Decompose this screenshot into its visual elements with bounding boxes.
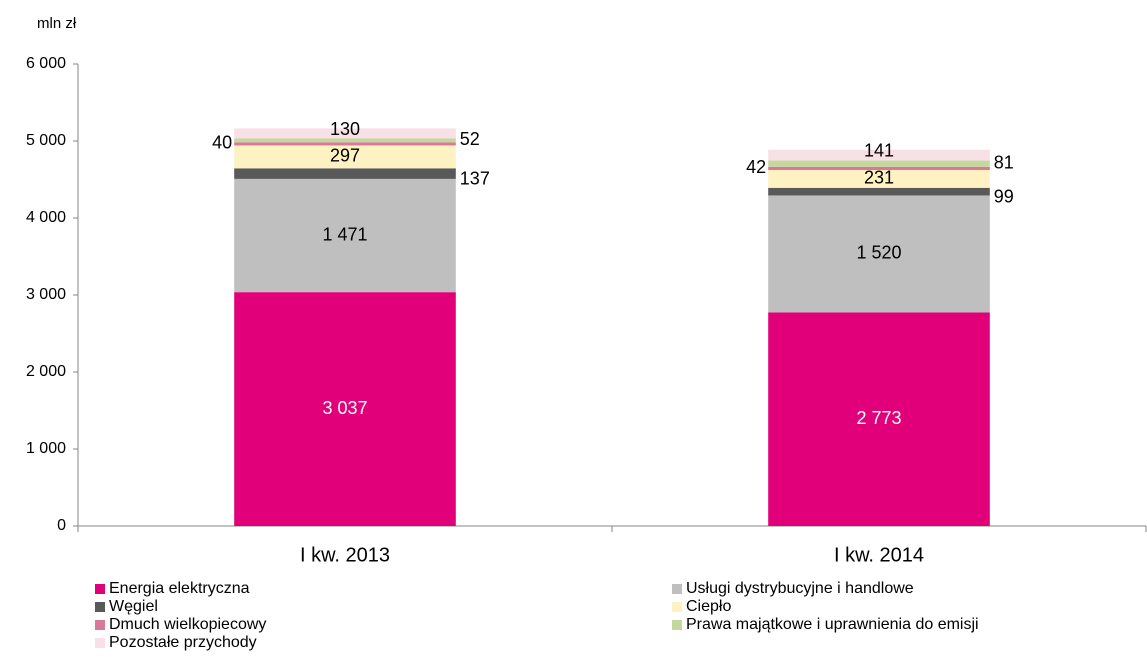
bar-segment xyxy=(768,166,990,171)
data-label: 130 xyxy=(330,119,360,139)
bar-segment xyxy=(768,149,990,161)
legend-label: Usługi dystrybucyjne i handlowe xyxy=(686,580,914,597)
y-tick-label: 2 000 xyxy=(26,363,66,380)
data-label: 42 xyxy=(746,157,766,177)
y-tick-label: 1 000 xyxy=(26,440,66,457)
data-label: 99 xyxy=(994,186,1014,206)
data-label: 1 471 xyxy=(322,224,367,244)
y-tick-label: 0 xyxy=(57,517,66,534)
bar-segment xyxy=(234,142,456,146)
legend-swatch xyxy=(95,638,105,648)
bar-segment xyxy=(234,128,456,139)
legend-swatch xyxy=(672,584,682,594)
legend-label: Węgiel xyxy=(109,598,158,615)
y-tick-label: 4 000 xyxy=(26,209,66,226)
bar-segment xyxy=(768,195,990,313)
bar-segment xyxy=(234,145,456,169)
bar-segment xyxy=(234,178,456,293)
x-tick-label: I kw. 2014 xyxy=(834,544,924,566)
bar-segment xyxy=(234,138,456,143)
legend-swatch xyxy=(95,602,105,612)
data-label: 52 xyxy=(460,129,480,149)
y-tick-label: 3 000 xyxy=(26,286,66,303)
legend-swatch xyxy=(672,620,682,630)
bar-segment xyxy=(768,187,990,196)
legend-swatch xyxy=(672,602,682,612)
data-label: 1 520 xyxy=(856,243,901,263)
legend-swatch xyxy=(95,584,105,594)
data-label: 297 xyxy=(330,146,360,166)
data-label: 137 xyxy=(460,168,490,188)
bar-segment xyxy=(768,170,990,188)
data-label: 2 773 xyxy=(856,408,901,428)
bar-segment xyxy=(768,312,990,526)
y-axis-label: mln zł xyxy=(37,15,77,32)
data-label: 3 037 xyxy=(322,398,367,418)
bar-segment xyxy=(234,292,456,526)
legend-swatch xyxy=(95,620,105,630)
legend-label: Ciepło xyxy=(686,598,731,615)
data-label: 141 xyxy=(864,140,894,160)
legend-label: Prawa majątkowe i uprawnienia do emisji xyxy=(686,616,979,633)
legend-label: Dmuch wielkopiecowy xyxy=(109,616,266,633)
y-tick-label: 5 000 xyxy=(26,132,66,149)
legend-label: Energia elektryczna xyxy=(109,580,250,597)
bar-segment xyxy=(234,168,456,179)
data-label: 40 xyxy=(212,133,232,153)
data-label: 81 xyxy=(994,152,1014,172)
legend-label: Pozostałe przychody xyxy=(109,634,257,651)
data-label: 231 xyxy=(864,168,894,188)
x-tick-label: I kw. 2013 xyxy=(300,544,390,566)
y-tick-label: 6 000 xyxy=(26,55,66,72)
bar-segment xyxy=(768,160,990,167)
